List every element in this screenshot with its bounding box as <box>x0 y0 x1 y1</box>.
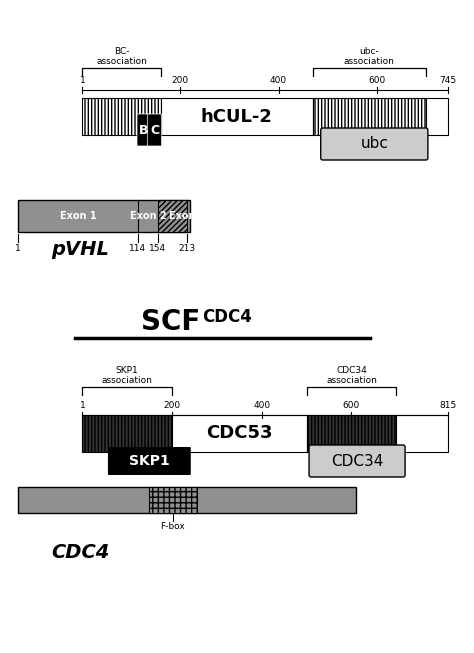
Text: CDC34: CDC34 <box>331 453 383 468</box>
Text: SKP1: SKP1 <box>129 454 170 468</box>
Bar <box>82 98 161 135</box>
Text: SCF: SCF <box>141 308 200 336</box>
Bar <box>313 98 426 135</box>
Text: 600: 600 <box>368 76 385 85</box>
Text: 600: 600 <box>343 401 360 410</box>
FancyBboxPatch shape <box>137 114 149 146</box>
Text: F-box: F-box <box>161 522 185 531</box>
Text: 154: 154 <box>149 244 166 253</box>
Text: ubc: ubc <box>360 136 388 151</box>
Text: C: C <box>150 123 159 136</box>
FancyBboxPatch shape <box>309 445 405 477</box>
Text: hCUL-2: hCUL-2 <box>201 108 273 125</box>
Text: 1: 1 <box>80 76 85 85</box>
Bar <box>161 98 313 135</box>
Text: CDC4: CDC4 <box>51 543 109 562</box>
Text: B: B <box>138 123 148 136</box>
Bar <box>82 415 172 452</box>
Bar <box>18 200 190 232</box>
Text: ubc-
association: ubc- association <box>344 47 395 66</box>
Text: 213: 213 <box>178 244 195 253</box>
Text: BC-
association: BC- association <box>96 47 147 66</box>
Text: 114: 114 <box>129 244 146 253</box>
Text: CDC4: CDC4 <box>202 308 252 326</box>
Text: 400: 400 <box>270 76 287 85</box>
Text: Exon 3: Exon 3 <box>169 211 205 221</box>
Text: SKP1
association: SKP1 association <box>102 366 153 385</box>
Text: 815: 815 <box>439 401 456 410</box>
Text: 200: 200 <box>163 401 181 410</box>
Text: 1: 1 <box>15 244 21 253</box>
Bar <box>18 487 356 513</box>
Text: 400: 400 <box>253 401 270 410</box>
Text: 200: 200 <box>172 76 189 85</box>
Text: 1: 1 <box>80 401 85 410</box>
FancyBboxPatch shape <box>108 447 191 475</box>
Bar <box>172 415 307 452</box>
Bar <box>396 415 448 452</box>
FancyBboxPatch shape <box>147 114 162 146</box>
Bar <box>158 200 187 232</box>
Text: Exon 1: Exon 1 <box>60 211 96 221</box>
Text: 745: 745 <box>439 76 456 85</box>
Text: CDC34
association: CDC34 association <box>326 366 377 385</box>
Bar <box>426 98 448 135</box>
Text: CDC53: CDC53 <box>206 424 273 443</box>
Text: pVHL: pVHL <box>51 240 109 259</box>
Bar <box>307 415 396 452</box>
FancyBboxPatch shape <box>321 128 428 160</box>
Text: Exon 2: Exon 2 <box>129 211 166 221</box>
Bar <box>149 487 197 513</box>
